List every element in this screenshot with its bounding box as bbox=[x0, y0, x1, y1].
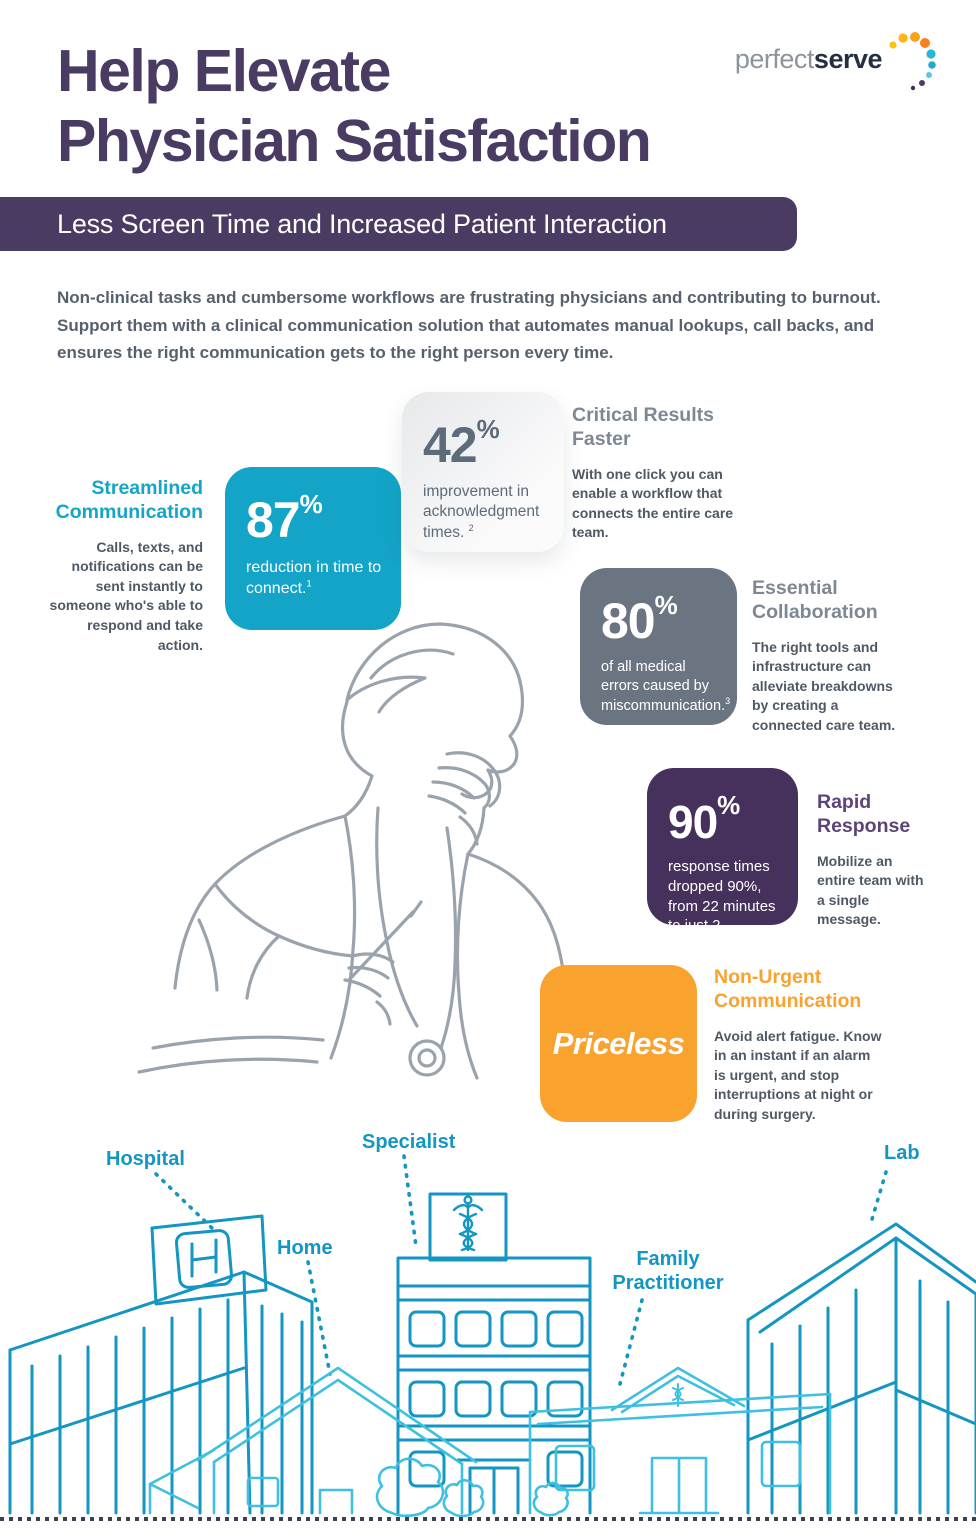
family-practitioner-line-art bbox=[528, 1366, 832, 1517]
stat-87-value: 87% bbox=[246, 491, 383, 545]
stat-card-priceless: Priceless bbox=[540, 965, 697, 1122]
page-title-line1: Help Elevate bbox=[57, 38, 391, 104]
priceless-value: Priceless bbox=[552, 1025, 685, 1061]
non-urgent-body: Avoid alert fatigue. Know in an instant … bbox=[714, 1027, 882, 1122]
stat-87-number: 87 bbox=[246, 492, 301, 548]
stat-42-number: 42 bbox=[423, 417, 478, 473]
stat-90-desc: response times dropped 90%, from 22 minu… bbox=[668, 857, 780, 956]
stat-card-80: 80% of all medical errors caused by misc… bbox=[580, 568, 737, 725]
essential-body: The right tools and infrastructure can a… bbox=[752, 638, 896, 733]
subtitle-banner-text: Less Screen Time and Increased Patient I… bbox=[57, 208, 667, 239]
critical-results-group: Critical Results Faster With one click y… bbox=[572, 404, 734, 543]
hospital-line-art bbox=[8, 1214, 314, 1515]
stat-80-number: 80 bbox=[601, 593, 656, 649]
stat-80-desc-text: of all medical errors caused by miscommu… bbox=[601, 659, 726, 715]
stat-42-desc: improvement in acknowledgment times. 2 bbox=[423, 482, 546, 544]
city-label-hospital: Hospital bbox=[106, 1148, 185, 1170]
dashed-divider bbox=[0, 1517, 976, 1521]
critical-heading: Critical Results Faster bbox=[572, 404, 714, 450]
streamlined-heading: Streamlined Communication bbox=[55, 477, 203, 523]
city-label-specialist: Specialist bbox=[362, 1131, 456, 1153]
essential-heading: Essential Collaboration bbox=[752, 577, 878, 623]
city-label-family-practitioner: Family Practitioner bbox=[612, 1248, 724, 1294]
home-line-art bbox=[148, 1366, 485, 1518]
stat-42-value: 42% bbox=[423, 416, 546, 470]
stat-87-footnote: 1 bbox=[306, 578, 312, 589]
specialist-line-art bbox=[396, 1192, 592, 1515]
stat-87-percent: % bbox=[299, 489, 323, 519]
logo-wordmark: perfectserve bbox=[734, 44, 883, 75]
city-line-art bbox=[8, 1154, 976, 1518]
lab-line-art bbox=[746, 1222, 976, 1515]
stat-80-desc: of all medical errors caused by miscommu… bbox=[601, 658, 730, 716]
essential-collaboration-group: Essential Collaboration The right tools … bbox=[752, 577, 897, 736]
stat-card-87: 87% reduction in time to connect.1 bbox=[225, 467, 401, 630]
rapid-response-group: Rapid Response Mobilize an entire team w… bbox=[817, 791, 927, 930]
city-label-lab: Lab bbox=[884, 1142, 920, 1164]
page-title: Help Elevate Physician Satisfaction bbox=[57, 36, 652, 176]
stat-90-number: 90 bbox=[668, 796, 718, 848]
label-leader-lines bbox=[154, 1154, 888, 1386]
rapid-heading: Rapid Response bbox=[817, 791, 911, 837]
city-label-home: Home bbox=[277, 1237, 333, 1259]
stat-card-90: 90% response times dropped 90%, from 22 … bbox=[647, 768, 798, 954]
stat-87-desc: reduction in time to connect.1 bbox=[246, 557, 383, 599]
stat-90-desc-text: response times dropped 90%, from 22 minu… bbox=[668, 858, 776, 955]
streamlined-communication-group: Streamlined Communication Calls, texts, … bbox=[43, 477, 203, 655]
non-urgent-heading: Non-Urgent Communication bbox=[714, 966, 862, 1012]
streamlined-body: Calls, texts, and notifications can be s… bbox=[49, 538, 203, 653]
stat-42-percent: % bbox=[476, 414, 500, 444]
non-urgent-group: Non-Urgent Communication Avoid alert fat… bbox=[714, 966, 884, 1125]
stat-90-footnote: 4 bbox=[724, 936, 730, 947]
stat-80-value: 80% bbox=[601, 592, 719, 646]
logo-word-perfect: perfect bbox=[734, 44, 815, 74]
stat-80-footnote: 3 bbox=[725, 696, 731, 707]
stat-42-desc-text: improvement in acknowledgment times. bbox=[423, 483, 540, 542]
stat-card-42: 42% improvement in acknowledgment times.… bbox=[402, 392, 564, 552]
caduceus-small-icon bbox=[672, 1383, 684, 1407]
rapid-body: Mobilize an entire team with a single me… bbox=[817, 852, 924, 928]
logo-word-serve: serve bbox=[813, 44, 883, 74]
hospital-h-icon bbox=[190, 1238, 218, 1278]
logo-dots-swoosh-icon bbox=[889, 32, 936, 91]
subtitle-banner: Less Screen Time and Increased Patient I… bbox=[0, 197, 797, 251]
physician-line-art bbox=[137, 622, 567, 1080]
perfectserve-logo: perfectserve bbox=[735, 30, 938, 92]
critical-body: With one click you can enable a workflow… bbox=[572, 465, 734, 541]
stat-90-percent: % bbox=[717, 790, 741, 820]
stat-90-value: 90% bbox=[668, 792, 780, 845]
page-title-line2: Physician Satisfaction bbox=[57, 108, 652, 175]
stat-87-desc-text: reduction in time to connect. bbox=[246, 559, 382, 598]
stat-80-percent: % bbox=[654, 590, 678, 620]
stat-42-footnote: 2 bbox=[468, 522, 474, 533]
intro-paragraph: Non-clinical tasks and cumbersome workfl… bbox=[57, 288, 881, 363]
caduceus-icon bbox=[452, 1195, 484, 1252]
